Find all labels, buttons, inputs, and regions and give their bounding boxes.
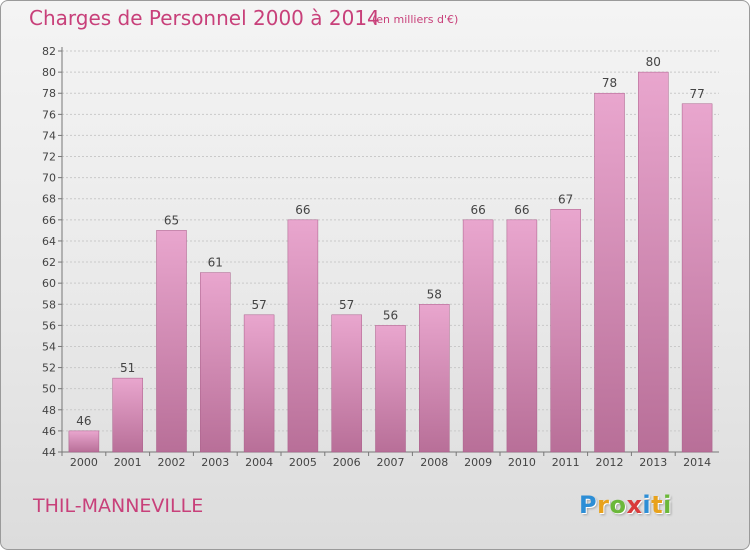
bar	[200, 272, 231, 453]
y-tick-label: 72	[42, 151, 56, 164]
logo-letter: t	[651, 491, 664, 519]
data-label: 80	[646, 55, 661, 69]
x-tick-label: 2004	[245, 456, 273, 469]
data-label: 46	[76, 414, 91, 428]
y-tick-label: 58	[42, 298, 56, 311]
bar	[419, 304, 450, 453]
chart-subtitle: (en milliers d'€)	[372, 13, 459, 26]
logo-letter: x	[626, 491, 643, 519]
chart-title: Charges de Personnel 2000 à 2014	[29, 6, 380, 30]
bar	[112, 377, 143, 453]
x-tick-label: 2000	[70, 456, 98, 469]
data-label: 65	[164, 213, 179, 227]
bar	[243, 314, 275, 453]
x-tick-label: 2008	[420, 456, 448, 469]
x-tick-label: 2013	[639, 456, 667, 469]
y-tick-label: 56	[42, 319, 56, 332]
x-tick-label: 2010	[508, 456, 536, 469]
x-tick-label: 2005	[289, 456, 317, 469]
logo-letter: P	[579, 491, 598, 519]
data-label: 61	[208, 256, 223, 270]
y-tick-label: 50	[42, 383, 56, 396]
y-tick-label: 66	[42, 214, 56, 227]
bar	[506, 219, 538, 453]
x-tick-label: 2011	[552, 456, 580, 469]
y-tick-label: 68	[42, 193, 56, 206]
data-label: 58	[427, 287, 442, 301]
data-labels: 46 51 65 61 57 66 57 56 58 66 66 67 78 80 77	[76, 55, 704, 428]
x-tick-label: 2009	[464, 456, 492, 469]
bars	[68, 71, 713, 453]
data-label: 51	[120, 361, 135, 375]
y-tick-label: 80	[42, 66, 56, 79]
y-tick-label: 74	[42, 129, 56, 142]
y-tick-label: 62	[42, 256, 56, 269]
logo-letter: r	[597, 491, 610, 519]
x-tick-label: 2003	[201, 456, 229, 469]
data-label: 56	[383, 308, 398, 322]
x-tick-label: 2006	[333, 456, 361, 469]
bar	[331, 314, 362, 453]
y-tick-label: 52	[42, 362, 56, 375]
x-tick-label: 2014	[683, 456, 711, 469]
y-tick-label: 82	[42, 45, 56, 58]
proxiti-logo: Proxiti	[579, 491, 672, 519]
bar	[156, 230, 187, 453]
x-tick-label: 2002	[158, 456, 186, 469]
data-label: 57	[339, 298, 354, 312]
data-label: 78	[602, 76, 617, 90]
bar	[550, 209, 581, 453]
y-tick-label: 64	[42, 235, 56, 248]
y-tick-label: 76	[42, 108, 56, 121]
x-tick-label: 2001	[114, 456, 142, 469]
bar	[638, 71, 669, 453]
bar	[462, 219, 494, 453]
data-label: 66	[295, 203, 310, 217]
data-label: 66	[470, 203, 485, 217]
y-tick-label: 44	[42, 446, 56, 459]
y-tick-label: 70	[42, 172, 56, 185]
logo-letter: o	[609, 491, 627, 519]
data-label: 77	[689, 87, 704, 101]
bar	[375, 325, 406, 453]
y-tick-label: 48	[42, 404, 56, 417]
bar	[594, 92, 625, 453]
y-tick-label: 46	[42, 425, 56, 438]
x-tick-label: 2007	[377, 456, 405, 469]
bar	[287, 219, 319, 453]
data-label: 57	[251, 298, 266, 312]
place-name: THIL-MANNEVILLE	[33, 495, 204, 517]
x-tick-label: 2012	[596, 456, 624, 469]
logo-letter: i	[642, 491, 652, 519]
y-tick-label: 60	[42, 277, 56, 290]
bar	[68, 430, 100, 453]
data-label: 66	[514, 203, 529, 217]
bar	[681, 103, 713, 453]
logo-letter: i	[663, 491, 672, 519]
y-tick-label: 54	[42, 340, 56, 353]
data-label: 67	[558, 192, 573, 206]
y-tick-label: 78	[42, 87, 56, 100]
